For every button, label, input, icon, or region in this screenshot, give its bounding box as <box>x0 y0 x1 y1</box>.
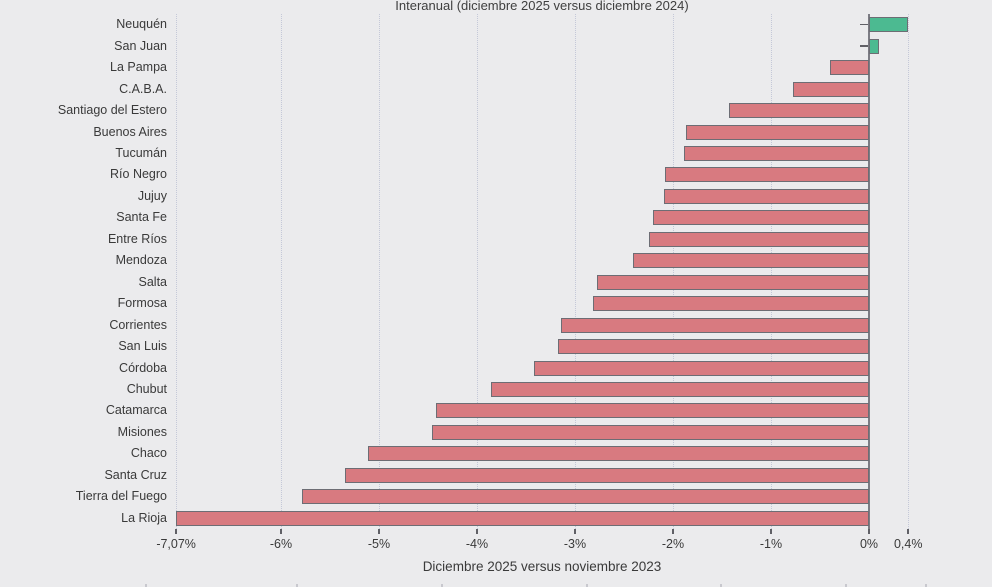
gridline <box>281 14 282 529</box>
bar-mendoza[interactable] <box>632 253 869 269</box>
x-axis-tick-label: -1% <box>759 537 783 551</box>
bar-tierra-del-fuego[interactable] <box>301 489 869 505</box>
bar-la-rioja[interactable] <box>176 510 869 526</box>
bar-misiones[interactable] <box>431 424 869 440</box>
category-label: Río Negro <box>110 167 167 182</box>
x-axis-tick-label: 0% <box>859 537 879 551</box>
category-label: Santa Fe <box>116 210 167 225</box>
gridline <box>379 14 380 529</box>
bar-tucuman[interactable] <box>683 145 869 161</box>
category-label: Formosa <box>117 296 167 311</box>
cropped-next-chart-tick <box>441 584 443 587</box>
cropped-next-chart-tick <box>586 584 588 587</box>
category-label: Corrientes <box>109 317 167 332</box>
x-axis-tick-label: -5% <box>367 537 391 551</box>
bar-santa-fe[interactable] <box>653 210 869 226</box>
gridline <box>176 14 178 529</box>
bar-san-juan[interactable] <box>869 38 879 54</box>
x-axis-tick <box>868 529 870 534</box>
category-label: Mendoza <box>115 253 167 268</box>
category-label: Córdoba <box>119 360 167 375</box>
bar-rio-negro[interactable] <box>665 167 869 183</box>
x-axis-tick-label: -2% <box>661 537 685 551</box>
category-label: Tucumán <box>115 145 167 160</box>
x-axis-tick <box>280 529 282 534</box>
bar-chaco[interactable] <box>368 446 869 462</box>
category-label: La Pampa <box>110 60 167 75</box>
category-label: Misiones <box>117 424 167 439</box>
category-label: Jujuy <box>137 188 167 203</box>
category-label: Buenos Aires <box>93 124 167 139</box>
category-label: Entre Ríos <box>107 231 167 246</box>
x-axis-tick-label: 0,4% <box>893 537 923 551</box>
gridline <box>477 14 478 529</box>
category-label: Chaco <box>130 446 167 461</box>
category-label: La Rioja <box>121 510 167 525</box>
category-label: Tierra del Fuego <box>75 489 167 504</box>
cropped-next-chart-tick <box>720 584 722 587</box>
bar-san-luis[interactable] <box>558 339 869 355</box>
bar-santa-cruz[interactable] <box>344 467 869 483</box>
cropped-next-chart-tick <box>145 584 147 587</box>
gridline <box>673 14 674 529</box>
category-label: San Juan <box>114 38 167 53</box>
cropped-next-chart-tick <box>845 584 847 587</box>
category-label: Chubut <box>126 382 167 397</box>
bar-cordoba[interactable] <box>533 360 869 376</box>
x-axis-tick <box>175 529 177 534</box>
x-axis-tick <box>574 529 576 534</box>
bar-neuquen[interactable] <box>869 17 909 33</box>
category-label: Catamarca <box>105 403 167 418</box>
x-axis-tick-label: -3% <box>563 537 587 551</box>
bar-la-pampa[interactable] <box>829 60 869 76</box>
bar-entre-rios[interactable] <box>649 231 869 247</box>
zero-axis-line <box>868 14 870 529</box>
x-axis-tick <box>770 529 772 534</box>
category-label: Neuquén <box>116 17 167 32</box>
bar-santiago-del-estero[interactable] <box>728 103 869 119</box>
x-axis-tick <box>672 529 674 534</box>
gridline <box>771 14 772 529</box>
gridline <box>908 14 910 529</box>
x-axis-tick-label: -7,07% <box>156 537 196 551</box>
x-axis-tick-label: -4% <box>465 537 489 551</box>
bar-salta[interactable] <box>596 274 869 290</box>
chart-title: Interanual (diciembre 2025 versus diciem… <box>395 0 689 13</box>
cropped-next-chart-tick <box>925 584 927 587</box>
bar-c-a-b-a[interactable] <box>792 81 869 97</box>
x-axis-title: Diciembre 2025 versus noviembre 2023 <box>422 559 662 574</box>
category-tick <box>860 23 868 26</box>
bar-jujuy[interactable] <box>664 188 869 204</box>
bar-corrientes[interactable] <box>561 317 869 333</box>
gridline <box>575 14 576 529</box>
category-label: San Luis <box>118 339 167 354</box>
cropped-next-chart-tick <box>296 584 298 587</box>
x-axis-tick-label: -6% <box>269 537 293 551</box>
category-label: Salta <box>138 274 168 289</box>
x-axis-tick <box>907 529 909 534</box>
category-label: Santiago del Estero <box>57 103 167 118</box>
bar-buenos-aires[interactable] <box>685 124 869 140</box>
bar-formosa[interactable] <box>592 296 869 312</box>
x-axis-tick <box>476 529 478 534</box>
category-label: Santa Cruz <box>104 467 167 482</box>
x-axis-tick <box>378 529 380 534</box>
bar-chubut[interactable] <box>490 382 869 398</box>
bar-catamarca[interactable] <box>435 403 869 419</box>
category-tick <box>860 45 868 47</box>
category-label: C.A.B.A. <box>119 81 167 96</box>
